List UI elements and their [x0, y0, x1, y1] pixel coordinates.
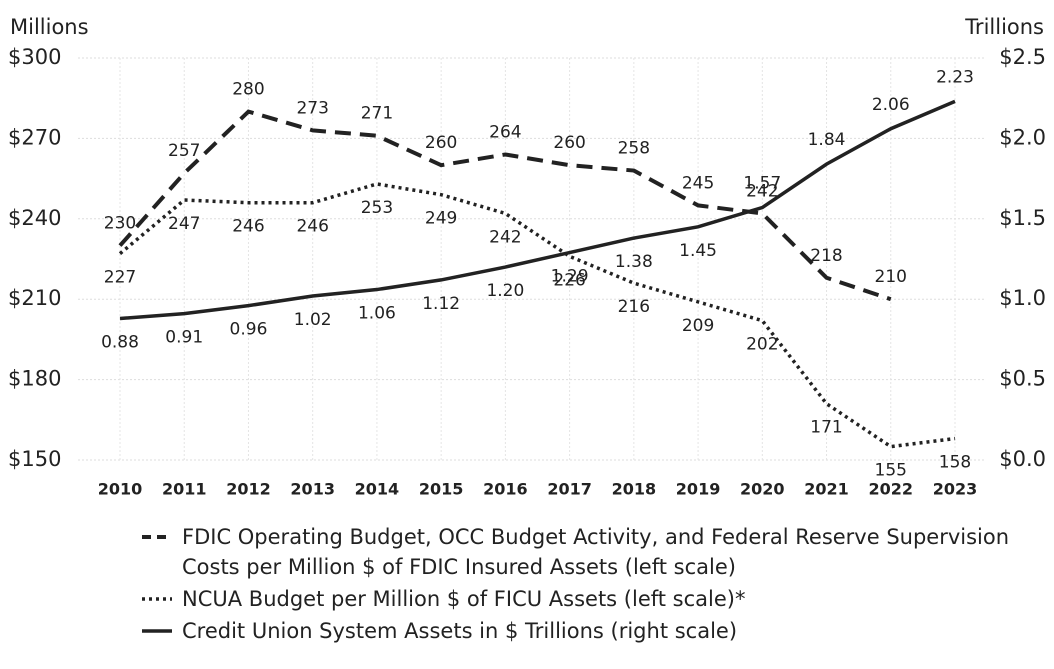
data-label: 230 [104, 214, 136, 234]
data-label: 210 [875, 267, 907, 287]
legend-swatch [142, 535, 172, 539]
data-label: 218 [810, 246, 842, 266]
y2-tick-label: $2.0 [999, 125, 1046, 149]
data-label: 171 [810, 418, 842, 438]
legend-label: NCUA Budget per Million $ of FICU Assets… [182, 587, 746, 611]
y-tick-label: $210 [8, 286, 61, 310]
y-tick-label: $180 [8, 367, 61, 391]
y-tick-label: $240 [8, 206, 61, 230]
x-tick-label: 2016 [483, 480, 528, 499]
series-line [118, 182, 956, 449]
data-label: 158 [939, 453, 971, 473]
x-tick-label: 2013 [290, 480, 335, 499]
x-tick-label: 2023 [933, 480, 978, 499]
x-tick-label: 2022 [869, 480, 914, 499]
y2-tick-label: $0.5 [999, 367, 1046, 391]
legend-label: FDIC Operating Budget, OCC Budget Activi… [182, 525, 1010, 579]
legend-label: Credit Union System Assets in $ Trillion… [182, 619, 738, 643]
data-label: 1.84 [808, 130, 846, 150]
data-label: 1.02 [294, 310, 332, 330]
data-label: 242 [489, 227, 521, 247]
y2-axis-title: Trillions [964, 15, 1044, 39]
y-axis-title: Millions [10, 15, 89, 39]
data-label: 0.96 [230, 320, 268, 340]
legend-swatch [142, 629, 172, 633]
data-label: 260 [425, 133, 457, 153]
data-label: 216 [618, 297, 650, 317]
x-tick-label: 2021 [804, 480, 849, 499]
x-tick-label: 2019 [676, 480, 721, 499]
data-label: 264 [489, 122, 521, 142]
chart: Millions Trillions $150 $180 $210 $240 $270 $… [8, 15, 1046, 499]
x-tick-label: 2018 [612, 480, 657, 499]
y2-tick-label: $1.5 [999, 206, 1046, 230]
x-tick-label: 2017 [547, 480, 592, 499]
y-tick-label: $150 [8, 447, 61, 471]
data-label: 280 [232, 80, 264, 100]
series-line [118, 109, 892, 302]
x-tick-label: 2011 [162, 480, 207, 499]
data-label: 202 [746, 335, 778, 355]
x-tick-label: 2012 [226, 480, 271, 499]
y2-tick-label: $2.5 [999, 45, 1046, 69]
legend-item: FDIC Operating Budget, OCC Budget Activi… [140, 522, 1020, 582]
x-tick-label: 2014 [355, 480, 400, 499]
data-label: 1.57 [743, 174, 781, 194]
data-label: 1.20 [486, 281, 524, 301]
data-label: 226 [553, 270, 585, 290]
legend-swatch [142, 597, 172, 601]
data-label: 1.45 [679, 241, 717, 261]
y2-tick-label: $1.0 [999, 286, 1046, 310]
data-label: 273 [296, 98, 328, 118]
data-label: 246 [232, 217, 264, 237]
legend-item: NCUA Budget per Million $ of FICU Assets… [140, 584, 1020, 614]
data-label: 2.06 [872, 95, 910, 115]
data-label: 242 [746, 181, 778, 201]
data-label: 249 [425, 209, 457, 229]
data-label: 246 [296, 217, 328, 237]
data-label: 1.38 [615, 252, 653, 272]
x-tick-label: 2020 [740, 480, 785, 499]
data-label: 1.29 [551, 267, 589, 287]
data-label: 260 [553, 133, 585, 153]
data-label: 227 [104, 268, 136, 288]
data-label: 2.23 [936, 67, 974, 87]
data-label: 258 [618, 139, 650, 159]
data-label: 209 [682, 316, 714, 336]
x-tick-label: 2010 [98, 480, 143, 499]
data-label: 253 [361, 198, 393, 218]
x-tick-label: 2015 [419, 480, 464, 499]
data-label: 257 [168, 141, 200, 161]
data-label: 0.88 [101, 332, 139, 352]
y-tick-label: $270 [8, 125, 61, 149]
data-label: 271 [361, 104, 393, 124]
data-label: 1.06 [358, 304, 396, 324]
data-label: 247 [168, 214, 200, 234]
y2-tick-label: $0.0 [999, 447, 1046, 471]
data-label: 245 [682, 173, 714, 193]
data-label: 155 [875, 461, 907, 481]
y-tick-label: $300 [8, 45, 61, 69]
data-label: 0.91 [165, 328, 203, 348]
data-label: 1.12 [422, 294, 460, 314]
legend: FDIC Operating Budget, OCC Budget Activi… [140, 522, 1020, 648]
series-line [119, 99, 956, 321]
legend-item: Credit Union System Assets in $ Trillion… [140, 616, 1020, 646]
